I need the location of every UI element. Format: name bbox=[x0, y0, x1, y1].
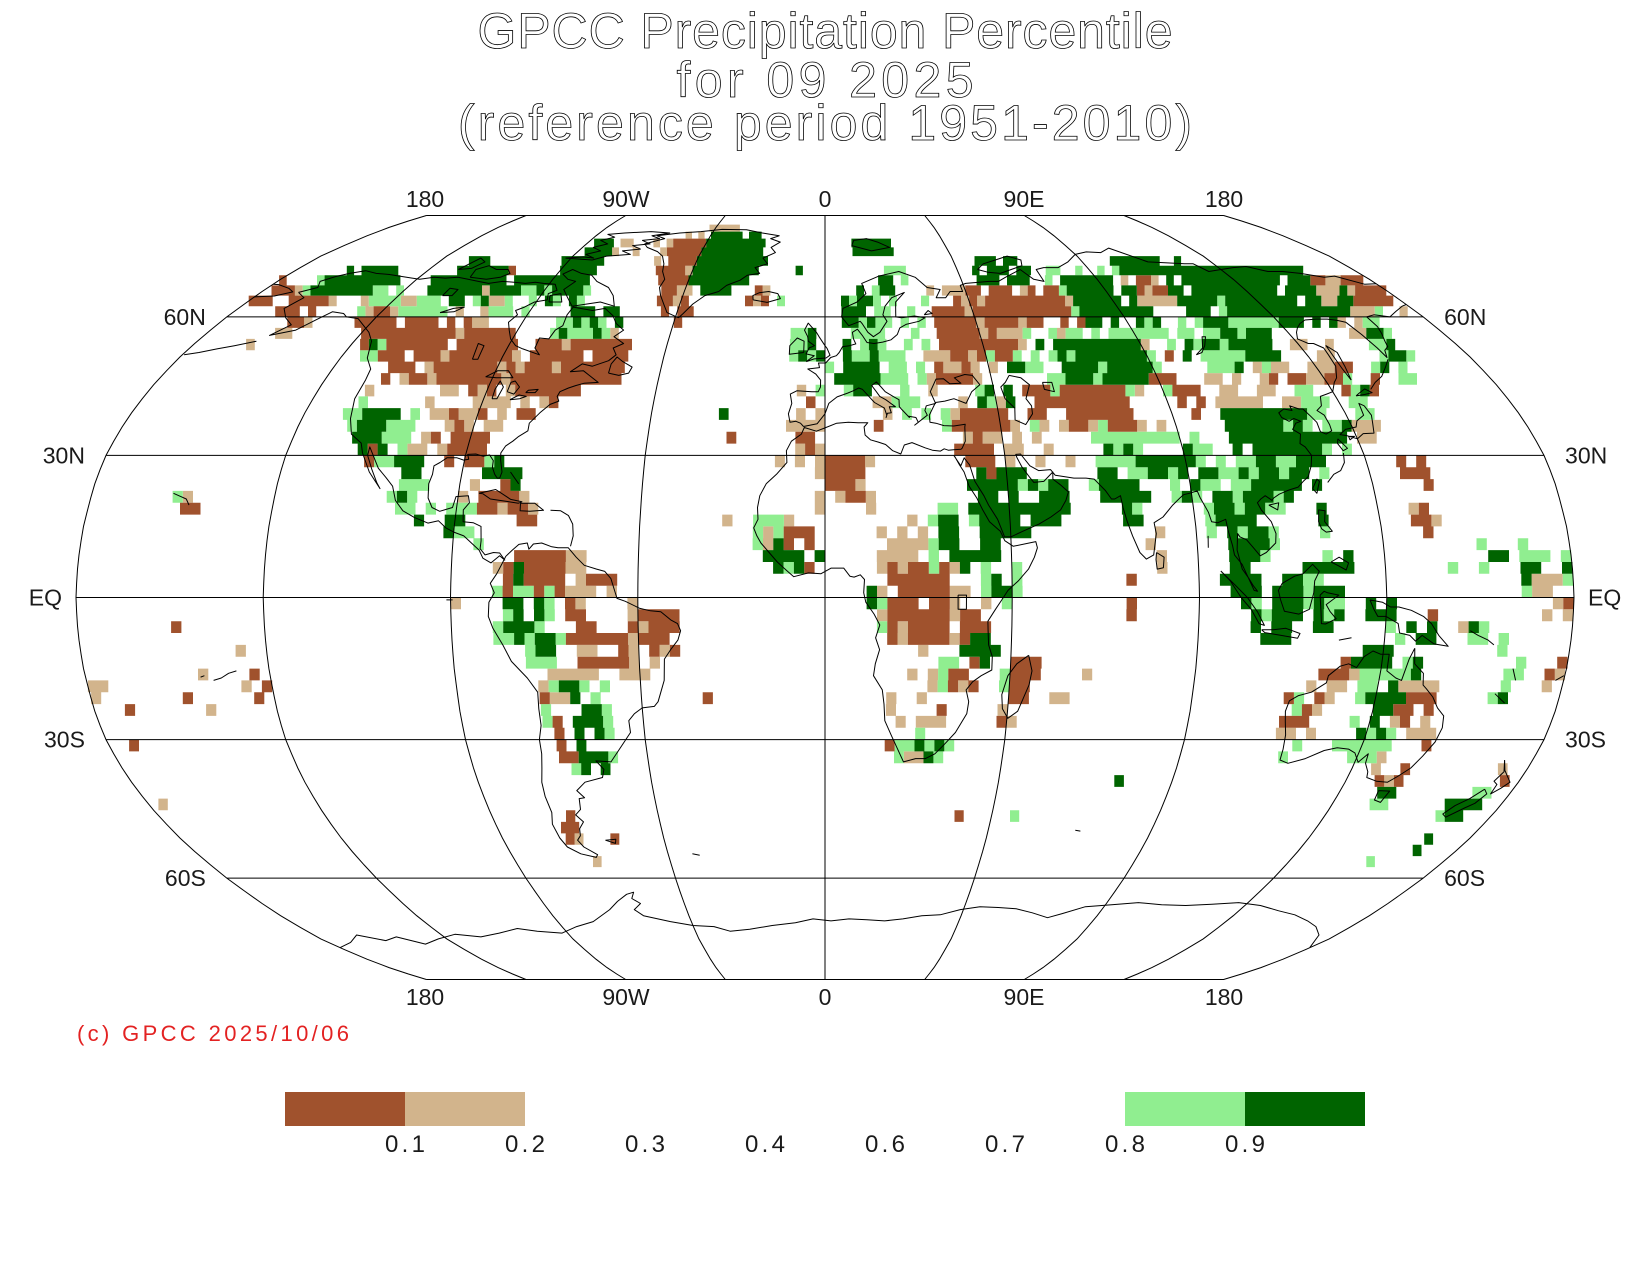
svg-text:(c) GPCC 2025/10/06: (c) GPCC 2025/10/06 bbox=[77, 1021, 349, 1046]
svg-text:90W: 90W bbox=[602, 984, 650, 1010]
svg-text:180: 180 bbox=[1205, 984, 1243, 1010]
svg-text:60N: 60N bbox=[164, 304, 206, 330]
svg-text:30S: 30S bbox=[44, 727, 85, 753]
svg-text:0: 0 bbox=[819, 984, 832, 1010]
svg-text:180: 180 bbox=[406, 984, 444, 1010]
svg-text:180: 180 bbox=[406, 186, 444, 212]
svg-text:0: 0 bbox=[819, 186, 832, 212]
svg-text:90E: 90E bbox=[1004, 186, 1045, 212]
svg-text:180: 180 bbox=[1205, 186, 1243, 212]
svg-text:0.1: 0.1 bbox=[385, 1131, 425, 1158]
svg-text:30N: 30N bbox=[43, 442, 85, 468]
svg-text:60S: 60S bbox=[1444, 865, 1485, 891]
svg-text:0.4: 0.4 bbox=[745, 1131, 785, 1158]
svg-text:30N: 30N bbox=[1565, 442, 1607, 468]
svg-text:0.9: 0.9 bbox=[1225, 1131, 1265, 1158]
svg-text:0.6: 0.6 bbox=[865, 1131, 905, 1158]
svg-text:60N: 60N bbox=[1444, 304, 1486, 330]
svg-text:EQ: EQ bbox=[29, 585, 62, 611]
svg-text:90W: 90W bbox=[602, 186, 650, 212]
svg-text:30S: 30S bbox=[1565, 727, 1606, 753]
svg-text:GPCC Precipitation Percentile: GPCC Precipitation Percentile bbox=[478, 3, 1173, 59]
svg-text:EQ: EQ bbox=[1588, 585, 1621, 611]
svg-text:90E: 90E bbox=[1004, 984, 1045, 1010]
svg-text:0.2: 0.2 bbox=[505, 1131, 545, 1158]
svg-text:60S: 60S bbox=[165, 865, 206, 891]
svg-text:(reference period 1951-2010): (reference period 1951-2010) bbox=[458, 95, 1192, 151]
svg-text:0.3: 0.3 bbox=[625, 1131, 665, 1158]
svg-text:0.8: 0.8 bbox=[1105, 1131, 1145, 1158]
svg-text:0.7: 0.7 bbox=[985, 1131, 1025, 1158]
